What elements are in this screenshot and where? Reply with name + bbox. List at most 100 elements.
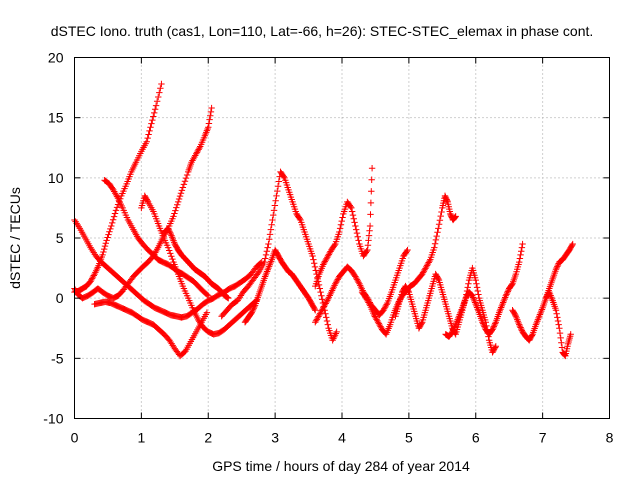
- data-point: [351, 219, 358, 226]
- data-point: [324, 321, 332, 328]
- data-point: [89, 273, 97, 281]
- data-point: [556, 325, 563, 332]
- data-point: [376, 321, 383, 329]
- data-point: [516, 255, 524, 262]
- data-point: [203, 309, 211, 316]
- data-point: [100, 248, 107, 256]
- data-point: [555, 321, 562, 328]
- data-point: [502, 292, 510, 299]
- data-point: [106, 228, 113, 235]
- data-point: [503, 289, 511, 297]
- data-point: [264, 244, 271, 251]
- y-tick-label: 20: [48, 50, 64, 66]
- data-point: [174, 201, 181, 208]
- data-point: [148, 120, 155, 127]
- data-point: [195, 146, 202, 153]
- data-point: [435, 221, 443, 228]
- data-point: [435, 275, 442, 283]
- data-point: [257, 259, 264, 267]
- data-point: [332, 280, 339, 287]
- data-point: [554, 317, 562, 325]
- data-point: [377, 323, 384, 330]
- data-point: [567, 331, 574, 338]
- data-point: [516, 258, 523, 266]
- data-point: [553, 264, 560, 272]
- data-point: [350, 215, 357, 222]
- data-point: [437, 212, 444, 220]
- data-point: [479, 320, 487, 327]
- data-point: [554, 261, 562, 269]
- data-point: [165, 247, 173, 254]
- data-point: [422, 265, 429, 272]
- data-point: [322, 256, 329, 264]
- data-point: [261, 258, 268, 266]
- data-point: [336, 228, 343, 236]
- data-point: [208, 104, 215, 112]
- data-point: [421, 266, 428, 273]
- data-point: [249, 306, 257, 313]
- data-point: [316, 310, 324, 317]
- chart-title: dSTEC Iono. truth (cas1, Lon=110, Lat=-6…: [51, 23, 594, 39]
- data-point: [372, 314, 379, 322]
- data-point: [268, 221, 275, 228]
- data-point: [420, 268, 428, 275]
- data-point: [431, 244, 438, 251]
- x-tick-label: 5: [405, 430, 413, 446]
- data-point: [166, 229, 174, 236]
- y-axis-label: dSTEC / TECUs: [7, 187, 23, 289]
- data-point: [150, 113, 157, 120]
- data-point: [404, 246, 411, 254]
- data-point: [311, 263, 319, 271]
- series-arc-6: [91, 298, 211, 360]
- data-point: [425, 259, 432, 266]
- data-point: [248, 309, 255, 316]
- data-point: [485, 333, 492, 340]
- data-point: [438, 208, 445, 216]
- x-tick-label: 7: [539, 430, 547, 446]
- data-point: [269, 216, 276, 224]
- data-point: [321, 301, 329, 309]
- data-point: [554, 314, 561, 321]
- data-point: [354, 277, 361, 285]
- data-point: [518, 244, 526, 251]
- data-point: [557, 334, 564, 342]
- data-point: [273, 192, 280, 200]
- data-point: [382, 302, 390, 310]
- data-point: [552, 307, 560, 314]
- x-tick-label: 2: [204, 430, 212, 446]
- data-point: [424, 260, 432, 268]
- data-point: [554, 263, 561, 270]
- data-point: [558, 344, 566, 351]
- data-point: [528, 332, 536, 339]
- data-point: [475, 291, 482, 298]
- data-point: [348, 204, 355, 212]
- data-point: [364, 246, 371, 254]
- data-point: [164, 244, 172, 251]
- data-point: [158, 80, 165, 88]
- y-tick-label: 0: [56, 290, 64, 306]
- data-point: [112, 207, 120, 214]
- data-point: [332, 279, 340, 286]
- data-point: [250, 305, 257, 312]
- data-point: [326, 249, 333, 257]
- axis-ticks: 0 1 2 3 4 5 6 7 8 -10 -5 0 5 10 15 20: [43, 50, 613, 446]
- data-point: [71, 286, 79, 293]
- data-point: [436, 216, 444, 224]
- data-point: [267, 226, 275, 233]
- data-point: [323, 298, 330, 306]
- x-tick-label: 6: [472, 430, 480, 446]
- data-point: [363, 248, 370, 255]
- data-point: [323, 317, 331, 325]
- data-point: [113, 204, 121, 211]
- data-point: [405, 287, 412, 295]
- data-point: [178, 187, 186, 194]
- data-point: [338, 217, 345, 225]
- series-arc-10: [312, 165, 376, 290]
- data-point: [312, 307, 319, 314]
- data-point: [367, 199, 375, 207]
- data-point: [365, 237, 372, 244]
- data-point: [151, 106, 159, 113]
- data-point: [315, 313, 322, 320]
- data-point: [472, 276, 479, 284]
- data-point: [196, 144, 203, 152]
